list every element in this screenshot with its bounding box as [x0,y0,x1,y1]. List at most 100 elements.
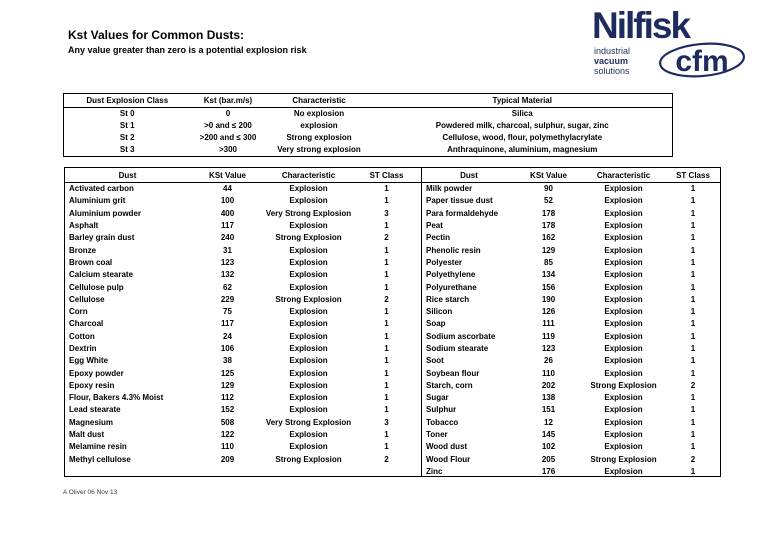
dust-values-table: Dust KSt Value Characteristic ST Class A… [64,167,721,477]
cell-dust-name: Sodium ascorbate [426,331,496,341]
table-row: Para formaldehyde 178 Explosion 1 [422,208,720,220]
cell-kst-value: 123 [541,344,556,353]
cell-st-class: 1 [690,319,696,329]
cell-characteristic: Explosion [604,405,643,415]
cell-kst-range: >200 and ≤ 300 [199,133,257,142]
cell-st-class: 1 [690,208,696,218]
table-row: St 0 0 No explosion Silica [64,108,673,121]
table-row: Phenolic resin 129 Explosion 1 [422,244,720,256]
cell-characteristic: Explosion [604,257,643,267]
cell-kst-value: 52 [544,196,553,206]
cell-characteristic: Explosion [289,368,328,378]
cell-st-class: 2 [384,454,389,464]
table-row: Polyester 85 Explosion 1 [422,257,720,269]
cell-st-class: 1 [690,368,696,378]
cell-st-class: 1 [690,196,696,206]
table-row: Soot 26 Explosion 1 [422,355,720,367]
table-row: St 2 >200 and ≤ 300 Strong explosion Cellul… [64,132,673,144]
cell-kst-value: 508 [220,417,235,427]
cell-dust-name: Sulphur [426,405,457,415]
cell-characteristic: No explosion [293,109,345,118]
cell-st-class: 1 [384,331,389,341]
cell-characteristic: Explosion [604,466,643,476]
cell-kst-value: 110 [542,368,555,378]
cell-dust-name: Toner [426,430,448,440]
cell-kst-value: 75 [223,307,232,317]
cell-characteristic: Strong Explosion [590,380,657,390]
cell-kst-value: 190 [541,294,556,304]
table-row: Starch, corn 202 Strong Explosion 2 [422,380,720,392]
logo-cfm-text: cfm [675,45,728,78]
cell-st-class: 1 [384,307,389,317]
cell-kst-value: 125 [220,368,235,378]
cell-kst-value: 119 [542,331,555,341]
cell-kst-value: 110 [221,442,234,452]
cell-kst-value: 126 [541,307,556,317]
cell-st-class: 2 [690,454,696,464]
cell-dust-name: Sodium stearate [426,344,489,353]
table-row: Aluminium powder 400 Very Strong Explosion… [65,208,421,220]
cell-characteristic: Explosion [604,270,643,280]
cell-kst-value: 90 [544,184,553,194]
cell-kst-value: 44 [223,184,232,194]
cell-characteristic: Explosion [289,319,328,329]
logo-tagline-line3: solutions [594,66,630,76]
cell-kst-value: 178 [541,221,556,231]
table-row: Sodium stearate 123 Explosion 1 [422,343,720,355]
cell-dust-name: Activated carbon [69,184,134,194]
table-row: Pectin 162 Explosion 1 [422,232,720,244]
cell-dust-name: Cellulose [69,294,105,304]
table-row: Methyl cellulose 209 Strong Explosion 2 [65,454,421,466]
cell-dust-name: Soybean flour [426,368,480,378]
cell-st-class: 1 [384,380,389,390]
cell-dust-name: Sugar [426,393,449,403]
cell-characteristic: Explosion [604,282,643,292]
table-row: Dextrin 106 Explosion 1 [65,343,421,355]
cell-characteristic: Strong Explosion [275,294,342,304]
cell-characteristic: Explosion [604,344,643,353]
dust-header-dust: Dust [422,168,516,183]
class-table-header-class: Dust Explosion Class [63,93,191,108]
table-row: Melamine resin 110 Explosion 1 [65,441,421,453]
cell-st-class: 1 [384,393,389,403]
cell-dust-name: Soap [426,319,446,329]
cell-st-class: 2 [384,294,389,304]
logo-brand-text: Nilfisk [592,5,691,46]
cell-characteristic: Explosion [604,417,643,427]
cell-st-class: 1 [690,344,696,353]
cell-kst-value: 117 [221,319,234,329]
cell-characteristic: Explosion [604,319,643,329]
cell-dust-name: Pectin [426,233,451,243]
table-row: Paper tissue dust 52 Explosion 1 [422,195,720,207]
cell-st-class: 1 [690,417,696,427]
cell-kst-value: 229 [220,294,235,304]
table-row: Charcoal 117 Explosion 1 [65,318,421,330]
table-row: St 3 >300 Very strong explosion Anthraquino… [64,144,673,157]
cell-st-class: St 3 [119,145,135,154]
cell-kst-range: >0 and ≤ 200 [204,121,252,130]
cell-dust-name: Tobacco [426,417,459,427]
cell-kst-value: 12 [544,417,553,427]
class-table-header-kst: Kst (bar.m/s) [190,93,266,108]
author-date-note: A Oliver 06 Nov 13 [63,489,118,496]
cell-characteristic: Explosion [604,208,643,218]
cell-kst-value: 138 [541,393,556,403]
cell-dust-name: Flour, Bakers 4.3% Moist [69,393,164,403]
cell-kst-value: 151 [541,405,556,415]
cell-st-class: 1 [384,356,389,366]
table-row: Asphalt 117 Explosion 1 [65,220,421,232]
dust-header-class: ST Class [352,168,421,183]
cell-st-class: 1 [690,405,696,415]
cell-dust-name: Lead stearate [69,405,121,415]
cell-st-class: 1 [384,221,389,231]
table-row: Malt dust 122 Explosion 1 [65,429,421,441]
cell-kst-value: 85 [544,257,553,267]
cell-dust-name: Methyl cellulose [69,454,131,464]
class-table-header-characteristic: Characteristic [265,93,373,108]
logo-tagline-line1: industrial [594,46,630,56]
cell-characteristic: Explosion [289,257,328,267]
cell-st-class: 1 [690,331,696,341]
cell-kst-value: 178 [541,208,556,218]
cell-characteristic: Explosion [289,282,328,292]
